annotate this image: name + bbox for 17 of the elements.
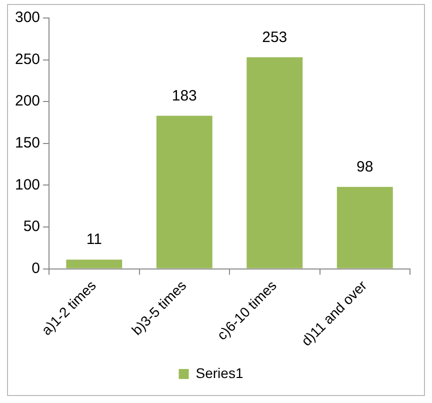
- bar: [156, 116, 212, 268]
- y-tick-label: 250: [14, 50, 40, 68]
- bar: [246, 57, 303, 268]
- data-label: 11: [86, 231, 102, 248]
- bar: [336, 186, 393, 268]
- y-tick-label: 300: [14, 9, 40, 26]
- y-tick-label: 150: [14, 134, 40, 152]
- bar: [66, 260, 122, 268]
- data-label: 98: [356, 158, 374, 176]
- data-label: 253: [262, 28, 288, 46]
- data-label: 183: [172, 87, 197, 104]
- x-tick-label: d)11 and over: [298, 277, 370, 349]
- legend-label: Series1: [196, 364, 244, 381]
- y-tick-label: 0: [32, 260, 40, 277]
- y-tick-label: 100: [14, 176, 40, 194]
- y-tick-label: 50: [23, 218, 40, 236]
- y-tick-label: 200: [14, 92, 40, 110]
